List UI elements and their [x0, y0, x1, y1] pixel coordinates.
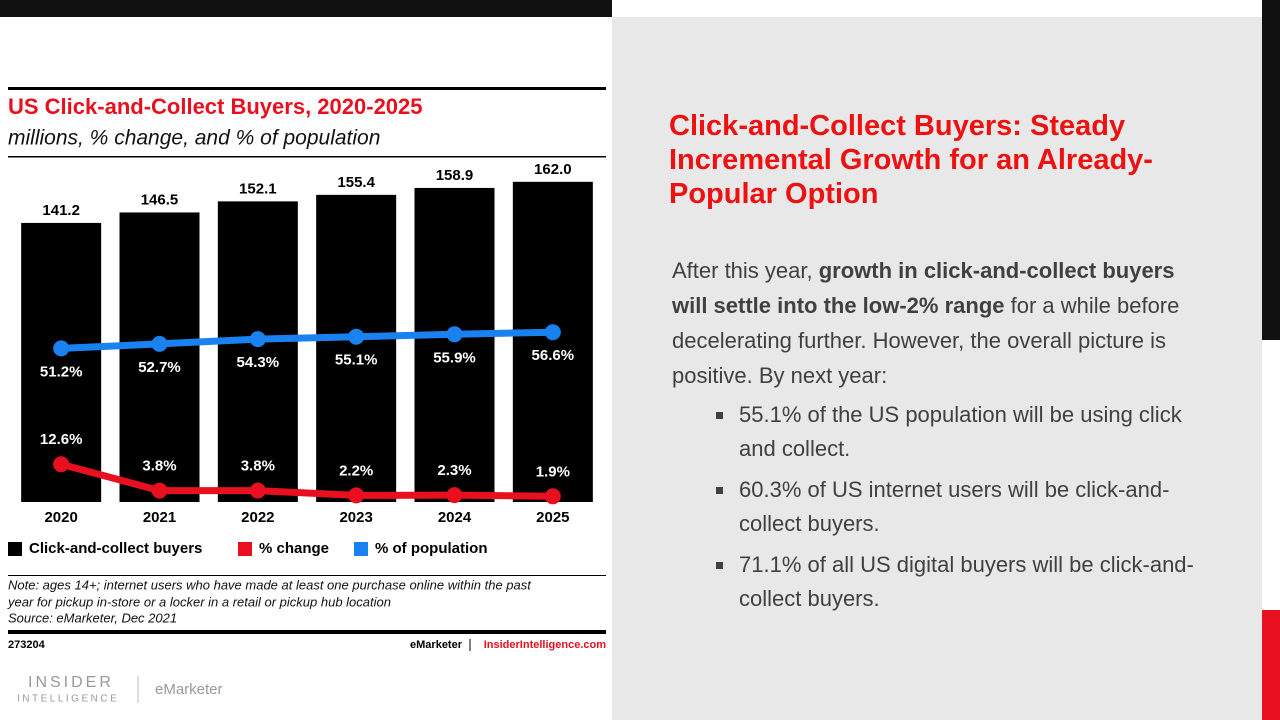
point	[151, 482, 168, 499]
legend-swatch	[8, 542, 22, 556]
chart-title: US Click-and-Collect Buyers, 2020-2025	[8, 94, 423, 119]
data-label: 146.5	[141, 191, 179, 208]
logo-emarketer: eMarketer	[155, 681, 223, 698]
logo-intelligence: INTELLIGENCE	[17, 694, 119, 705]
site: InsiderIntelligence.com	[484, 639, 606, 651]
legend-label: Click-and-collect buyers	[29, 540, 202, 557]
data-label: 56.6%	[532, 347, 575, 364]
data-label: 2.2%	[339, 462, 373, 479]
point	[249, 482, 266, 499]
chart-subtitle: millions, % change, and % of population	[8, 127, 380, 150]
x-tick-label: 2023	[339, 509, 372, 526]
chart: US Click-and-Collect Buyers, 2020-2025 m…	[0, 0, 612, 705]
heading: Click-and-Collect Buyers: Steady Increme…	[669, 110, 1153, 210]
bar	[119, 212, 200, 502]
bar	[316, 194, 397, 502]
bullet-list: 55.1% of the US population will be using…	[716, 398, 1206, 623]
data-label: 155.4	[337, 174, 375, 191]
data-label: 141.2	[42, 202, 80, 219]
legend-swatch	[354, 542, 368, 556]
data-label: 12.6%	[40, 431, 83, 448]
point	[53, 340, 70, 357]
bar	[217, 201, 298, 502]
point	[544, 488, 561, 505]
rule	[8, 575, 606, 576]
bullet: 60.3% of US internet users will be click…	[716, 473, 1206, 541]
point	[53, 456, 70, 473]
data-label: 54.3%	[237, 354, 280, 371]
rule	[8, 87, 606, 90]
legend-label: % of population	[375, 540, 487, 557]
top-bar	[0, 0, 612, 17]
text-panel: Click-and-Collect Buyers: Steady Increme…	[612, 17, 1262, 720]
data-label: 152.1	[239, 180, 277, 197]
bullet: 55.1% of the US population will be using…	[716, 398, 1206, 466]
edge-bar	[1262, 0, 1280, 340]
data-label: 162.0	[534, 161, 572, 178]
data-label: 51.2%	[40, 363, 83, 380]
point	[348, 328, 365, 345]
chart-id: 273204	[8, 639, 46, 651]
data-label: 52.7%	[138, 359, 181, 376]
paragraph-text: After this year,	[672, 258, 819, 283]
credit: eMarketer	[410, 639, 463, 651]
line	[61, 328, 553, 352]
x-tick-label: 2020	[44, 509, 77, 526]
legend-label: % change	[259, 540, 329, 557]
bar	[414, 187, 495, 502]
data-label: 2.3%	[437, 462, 471, 479]
paragraph-text: growth in click-and-collect buyers will …	[672, 258, 1175, 318]
data-label: 3.8%	[142, 458, 176, 475]
data-label: 55.9%	[433, 349, 476, 366]
paragraph: After this year, growth in click-and-col…	[672, 253, 1187, 393]
line	[60, 460, 553, 500]
point	[348, 487, 365, 504]
paragraph-text: for a while before decelerating further.…	[672, 293, 1180, 388]
edge-bar	[1262, 610, 1280, 720]
point	[446, 487, 463, 504]
bar	[21, 222, 102, 502]
x-tick-label: 2021	[143, 509, 176, 526]
logo-insider: INSIDER	[28, 674, 114, 691]
data-label: 1.9%	[536, 463, 570, 480]
x-tick-label: 2025	[536, 509, 569, 526]
data-label: 3.8%	[241, 458, 275, 475]
point	[151, 335, 168, 352]
rule	[8, 156, 606, 158]
x-tick-label: 2022	[241, 509, 274, 526]
note: Note: ages 14+; internet users who have …	[8, 577, 532, 592]
rule	[8, 630, 606, 634]
bullet: 71.1% of all US digital buyers will be c…	[716, 548, 1206, 616]
point	[446, 326, 463, 343]
point	[544, 324, 561, 341]
x-tick-label: 2024	[438, 509, 472, 526]
point	[249, 331, 266, 348]
source: Source: eMarketer, Dec 2021	[8, 610, 177, 625]
data-label: 55.1%	[335, 352, 378, 369]
bar	[512, 181, 593, 502]
legend-swatch	[238, 542, 252, 556]
note: year for pickup in-store or a locker in …	[7, 594, 391, 609]
data-label: 158.9	[436, 167, 474, 184]
